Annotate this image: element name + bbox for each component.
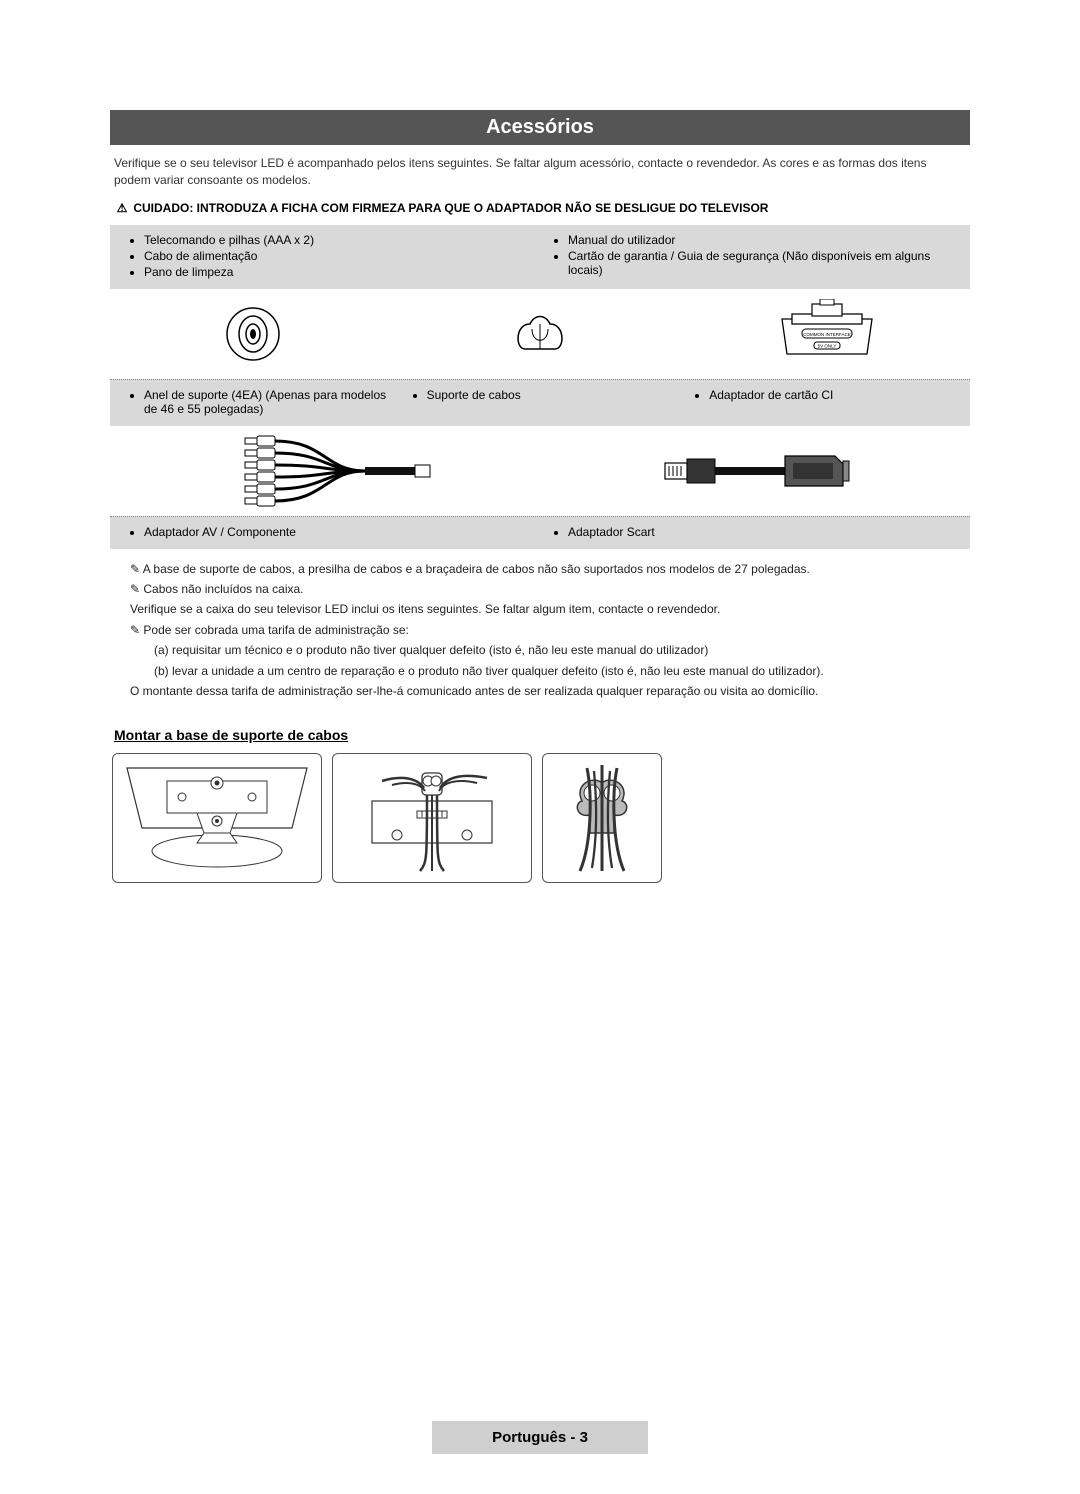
assembly-panel-3 [542,753,662,883]
warning-line: ⚠ CUIDADO: INTRODUZA A FICHA COM FIRMEZA… [110,195,970,225]
svg-text:COMMON INTERFACE: COMMON INTERFACE [803,332,851,337]
note-1: ✎ A base de suporte de cabos, a presilha… [130,559,966,579]
item-cloth: Pano de limpeza [144,265,532,279]
label-ci-adapter: Adaptador de cartão CI [709,388,956,402]
av-adapter-icon [118,436,532,506]
assembly-panel-1 [112,753,322,883]
row-3-labels: Adaptador AV / Componente Adaptador Scar… [110,516,970,549]
svg-text:5V ONLY: 5V ONLY [817,343,836,348]
note-3: Verifique se a caixa do seu televisor LE… [130,599,966,619]
row-2-labels: Anel de suporte (4EA) (Apenas para model… [110,379,970,426]
row-3-images [110,426,970,516]
page-footer: Português - 3 [0,1421,1080,1454]
scart-adapter-icon [548,436,962,506]
section-header: Acessórios [110,110,970,145]
item-warranty: Cartão de garantia / Guia de segurança (… [568,249,956,277]
item-remote: Telecomando e pilhas (AAA x 2) [144,233,532,247]
support-ring-icon [118,299,389,369]
page-number: Português - 3 [432,1421,648,1454]
label-cable-holder: Suporte de cabos [427,388,674,402]
label-av-adapter: Adaptador AV / Componente [144,525,532,539]
note-4: ✎ Pode ser cobrada uma tarifa de adminis… [130,620,966,640]
notes-block: ✎ A base de suporte de cabos, a presilha… [110,549,970,708]
warning-icon: ⚠ [114,201,130,215]
intro-text: Verifique se o seu televisor LED é acomp… [110,145,970,195]
assembly-panel-2 [332,753,532,883]
cable-holder-icon [405,299,676,369]
label-support-ring: Anel de suporte (4EA) (Apenas para model… [144,388,391,416]
note-6: (b) levar a unidade a um centro de repar… [130,661,966,681]
row-2-images: COMMON INTERFACE 5V ONLY [110,289,970,379]
accessory-grid: Telecomando e pilhas (AAA x 2) Cabo de a… [110,225,970,549]
assembly-title: Montar a base de suporte de cabos [110,707,970,747]
note-7: O montante dessa tarifa de administração… [130,681,966,701]
item-power-cable: Cabo de alimentação [144,249,532,263]
assembly-diagrams [110,747,970,889]
label-scart-adapter: Adaptador Scart [568,525,956,539]
note-2: ✎ Cabos não incluídos na caixa. [130,579,966,599]
warning-text: CUIDADO: INTRODUZA A FICHA COM FIRMEZA P… [133,201,768,215]
note-5: (a) requisitar um técnico e o produto nã… [130,640,966,660]
row-1-labels: Telecomando e pilhas (AAA x 2) Cabo de a… [110,225,970,289]
item-manual: Manual do utilizador [568,233,956,247]
ci-adapter-icon: COMMON INTERFACE 5V ONLY [691,299,962,369]
